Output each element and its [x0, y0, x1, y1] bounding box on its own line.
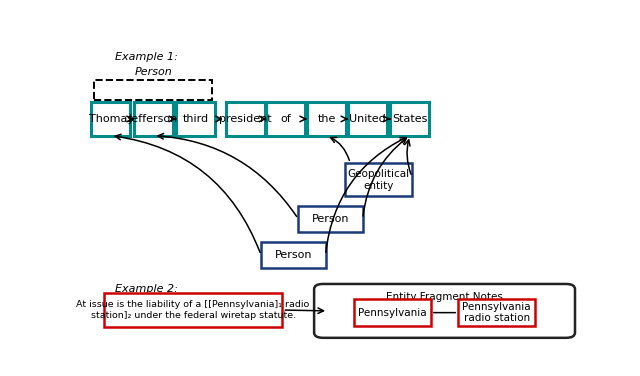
Bar: [390, 102, 429, 136]
Text: third: third: [182, 114, 209, 124]
Text: At issue is the liability of a [[Pennsylvania]₁ radio
station]₂ under the federa: At issue is the liability of a [[Pennsyl…: [76, 300, 310, 320]
Bar: [226, 102, 264, 136]
Text: Geopolitical
entity: Geopolitical entity: [348, 169, 410, 191]
Text: States: States: [392, 114, 428, 124]
Bar: [345, 163, 412, 196]
Bar: [307, 102, 346, 136]
Text: Example 2:: Example 2:: [115, 284, 177, 294]
Text: Jefferson: Jefferson: [129, 114, 178, 124]
Bar: [176, 102, 215, 136]
Bar: [458, 299, 535, 326]
Bar: [104, 293, 282, 327]
Bar: [92, 102, 130, 136]
Bar: [354, 299, 431, 326]
Bar: [134, 102, 173, 136]
Text: Entity Fragment Notes: Entity Fragment Notes: [386, 292, 503, 302]
FancyBboxPatch shape: [314, 284, 575, 338]
Bar: [266, 102, 305, 136]
Text: Thomas: Thomas: [89, 114, 133, 124]
Bar: [261, 242, 326, 268]
Text: Person: Person: [134, 67, 172, 77]
Bar: [94, 80, 212, 100]
Text: United: United: [349, 114, 386, 124]
Text: of: of: [280, 114, 291, 124]
Text: the: the: [317, 114, 336, 124]
Bar: [298, 206, 363, 232]
Text: Pennsylvania
radio station: Pennsylvania radio station: [462, 302, 531, 323]
Text: Pennsylvania: Pennsylvania: [358, 308, 427, 318]
Text: Example 1:: Example 1:: [115, 52, 177, 62]
Bar: [348, 102, 387, 136]
Text: Person: Person: [275, 250, 312, 260]
Text: president: president: [219, 114, 271, 124]
Text: Person: Person: [312, 214, 349, 224]
